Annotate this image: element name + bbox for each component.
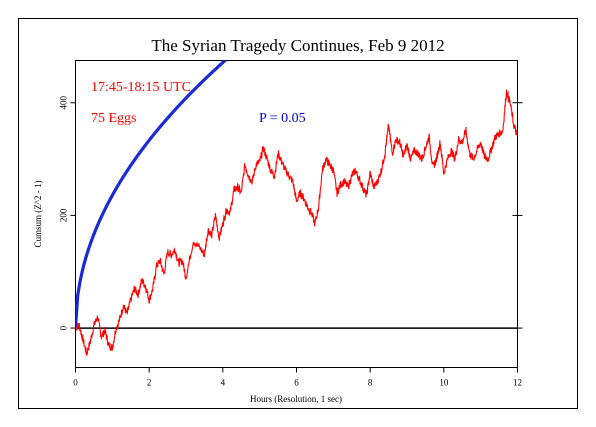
y-tick-label: 0	[59, 325, 69, 330]
x-axis-label: Hours (Resolution, 1 sec)	[250, 394, 342, 404]
p005-envelope-line	[75, 60, 228, 329]
x-tick-label: 0	[73, 378, 78, 388]
eggs-label: 75 Eggs	[91, 111, 137, 126]
x-tick-label: 10	[439, 378, 449, 388]
outer-border	[18, 18, 578, 409]
x-axis: 0 2 4 6 8 10 12	[73, 367, 522, 388]
x-tick-label: 12	[513, 378, 522, 388]
chart-title: The Syrian Tragedy Continues, Feb 9 2012	[151, 36, 444, 55]
y-axis-label: Cumsum (Z^2 - 1)	[33, 181, 43, 248]
time-range-label: 17:45-18:15 UTC	[91, 80, 191, 95]
x-tick-label: 2	[147, 378, 152, 388]
x-tick-label: 8	[368, 378, 373, 388]
probability-label: P = 0.05	[259, 111, 306, 126]
y-tick-label: 400	[59, 95, 69, 109]
x-tick-label: 4	[221, 378, 226, 388]
y-axis: 0 200 400	[59, 95, 523, 330]
y-tick-label: 200	[59, 208, 69, 222]
plot-area	[75, 60, 518, 368]
cumsum-series-line	[75, 89, 518, 356]
plot-border	[75, 60, 518, 368]
x-tick-label: 6	[294, 378, 299, 388]
